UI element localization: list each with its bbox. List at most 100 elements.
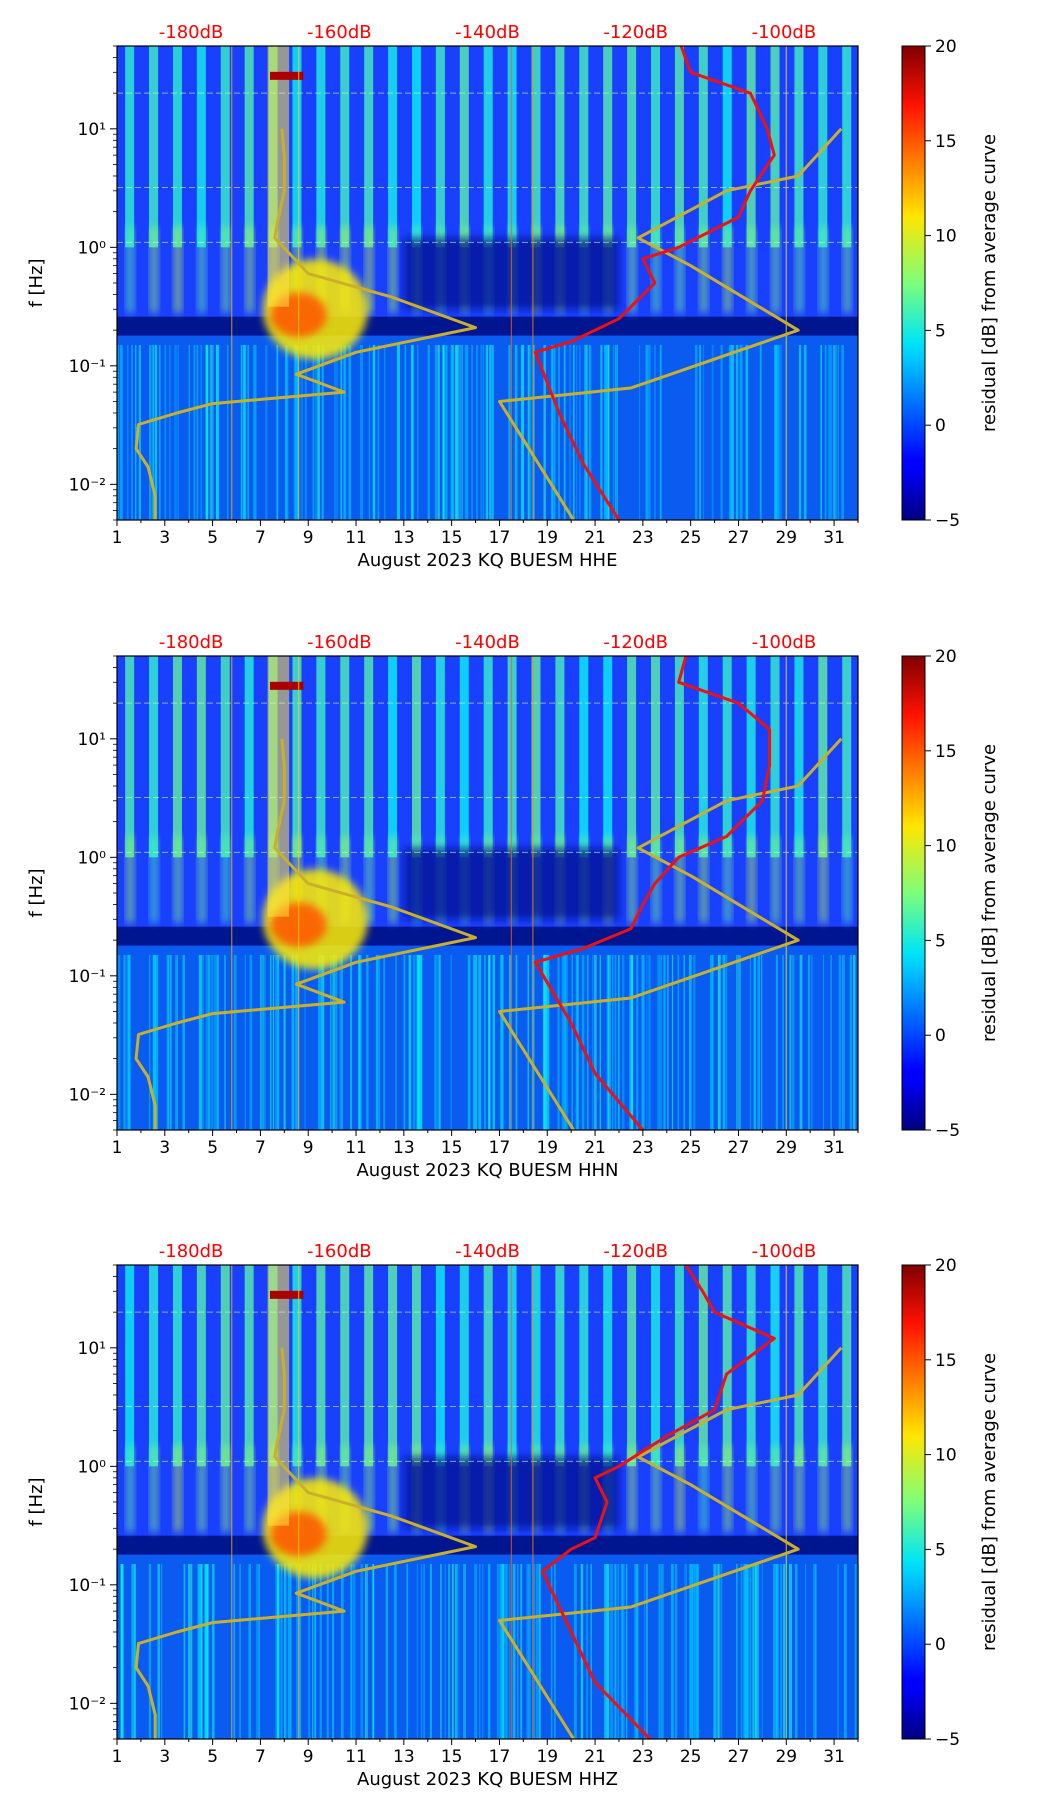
noise-streak <box>314 1563 317 1739</box>
gold-curve-low <box>134 1347 477 1739</box>
noise-streak <box>340 954 343 1130</box>
noise-streak <box>634 1563 637 1739</box>
noise-streak <box>169 344 171 520</box>
noise-streak <box>205 344 208 520</box>
noise-streak <box>423 1563 425 1739</box>
noise-streak <box>852 954 856 1130</box>
noise-streak <box>520 1563 523 1739</box>
x-tick-label: 17 <box>489 1747 511 1767</box>
noise-streak <box>562 954 566 1130</box>
noise-streak <box>849 954 852 1130</box>
daily-stripe-low <box>629 1445 636 1532</box>
gold-curve-high <box>498 737 843 1131</box>
noise-streak <box>224 954 226 1130</box>
x-tick-label: 19 <box>536 1138 558 1158</box>
daily-stripe <box>388 1265 398 1467</box>
daily-stripe-low <box>390 226 397 313</box>
noise-streak <box>808 954 810 1130</box>
noise-streak <box>295 344 299 520</box>
daily-stripe <box>125 46 135 248</box>
noise-streak <box>241 344 244 520</box>
noise-streak <box>526 1563 529 1739</box>
noise-streak <box>776 1563 779 1739</box>
x-tick-label: 15 <box>441 528 463 548</box>
noise-streak <box>159 344 161 520</box>
noise-streak <box>164 344 167 520</box>
noise-streak <box>283 954 286 1130</box>
daily-stripe <box>531 46 541 248</box>
noise-streak <box>360 1563 364 1739</box>
x-tick-label: 19 <box>536 1747 558 1767</box>
noise-streak <box>565 954 568 1130</box>
noise-streak <box>249 1563 251 1739</box>
daily-stripe-low <box>724 226 731 313</box>
colorbar-2: −5 0 5 10 15 20 residual [dB] from average cur… <box>901 647 1000 1141</box>
colorbar-tick-label: 20 <box>935 647 957 667</box>
noise-streak <box>834 344 838 520</box>
daily-stripe-low <box>844 226 851 313</box>
noise-streak <box>127 954 131 1130</box>
x-tick-label: 1 <box>112 1747 123 1767</box>
noise-streak <box>601 344 603 520</box>
x-tick-label: 3 <box>159 528 170 548</box>
noise-streak <box>702 344 705 520</box>
noise-streak <box>440 1563 442 1739</box>
top-db-label: -180dB <box>159 632 224 653</box>
noise-streak <box>244 954 246 1130</box>
noise-streak <box>335 344 339 520</box>
noise-streak <box>450 954 452 1130</box>
daily-stripe-low <box>366 836 373 923</box>
noise-streak <box>837 344 839 520</box>
daily-stripe <box>172 1265 182 1467</box>
noise-streak <box>416 1563 419 1739</box>
noise-streak <box>451 1563 454 1739</box>
noise-streak <box>690 1563 693 1739</box>
noise-streak <box>233 1563 235 1739</box>
x-axis-label: August 2023 KQ BUESM HHZ <box>357 1769 618 1790</box>
x-axis-label: August 2023 KQ BUESM HHN <box>356 1160 618 1181</box>
colorbar-label: residual [dB] from average curve <box>979 134 1000 432</box>
noise-streak <box>484 954 486 1130</box>
noise-streak <box>491 344 494 520</box>
x-tick-label: 27 <box>728 1747 750 1767</box>
dark-band <box>117 1535 858 1555</box>
noise-streak <box>148 344 152 520</box>
x-tick-label: 1 <box>112 1138 123 1158</box>
noise-streak <box>155 954 159 1130</box>
noise-streak <box>120 1563 124 1739</box>
noise-streak <box>509 954 512 1130</box>
daily-stripe-low <box>246 836 253 923</box>
noise-streak <box>253 344 256 520</box>
colorbar-label: residual [dB] from average curve <box>979 1353 1000 1651</box>
noise-streak <box>420 1563 423 1739</box>
noise-streak <box>204 1563 206 1739</box>
gold-curve-high <box>498 127 843 521</box>
daily-stripe-low <box>629 226 636 313</box>
noise-streak <box>739 344 743 520</box>
noise-streak <box>755 1563 758 1739</box>
noise-streak <box>364 1563 367 1739</box>
x-tick-label: 1 <box>112 528 123 548</box>
noise-streak <box>693 954 696 1130</box>
noise-streak <box>260 954 262 1130</box>
daily-stripe <box>698 46 708 248</box>
daily-stripe <box>770 1265 780 1467</box>
noise-streak <box>317 344 320 520</box>
noise-streak <box>561 954 564 1130</box>
noise-streak <box>576 954 579 1130</box>
x-tick-label: 11 <box>345 1138 367 1158</box>
noise-streak <box>777 344 780 520</box>
noise-streak <box>614 1563 617 1739</box>
noise-streak <box>275 1563 278 1739</box>
x-tick-label: 15 <box>441 1138 463 1158</box>
noise-streak <box>694 1563 698 1739</box>
daily-stripe-low <box>796 836 803 923</box>
daily-stripe <box>196 46 206 248</box>
red-curve <box>533 45 776 521</box>
noise-streak <box>823 954 825 1130</box>
x-tick-label: 29 <box>775 1138 797 1158</box>
top-db-label: -140dB <box>455 632 520 653</box>
noise-streak <box>417 344 419 520</box>
noise-streak <box>291 954 294 1130</box>
noise-streak <box>749 954 751 1130</box>
